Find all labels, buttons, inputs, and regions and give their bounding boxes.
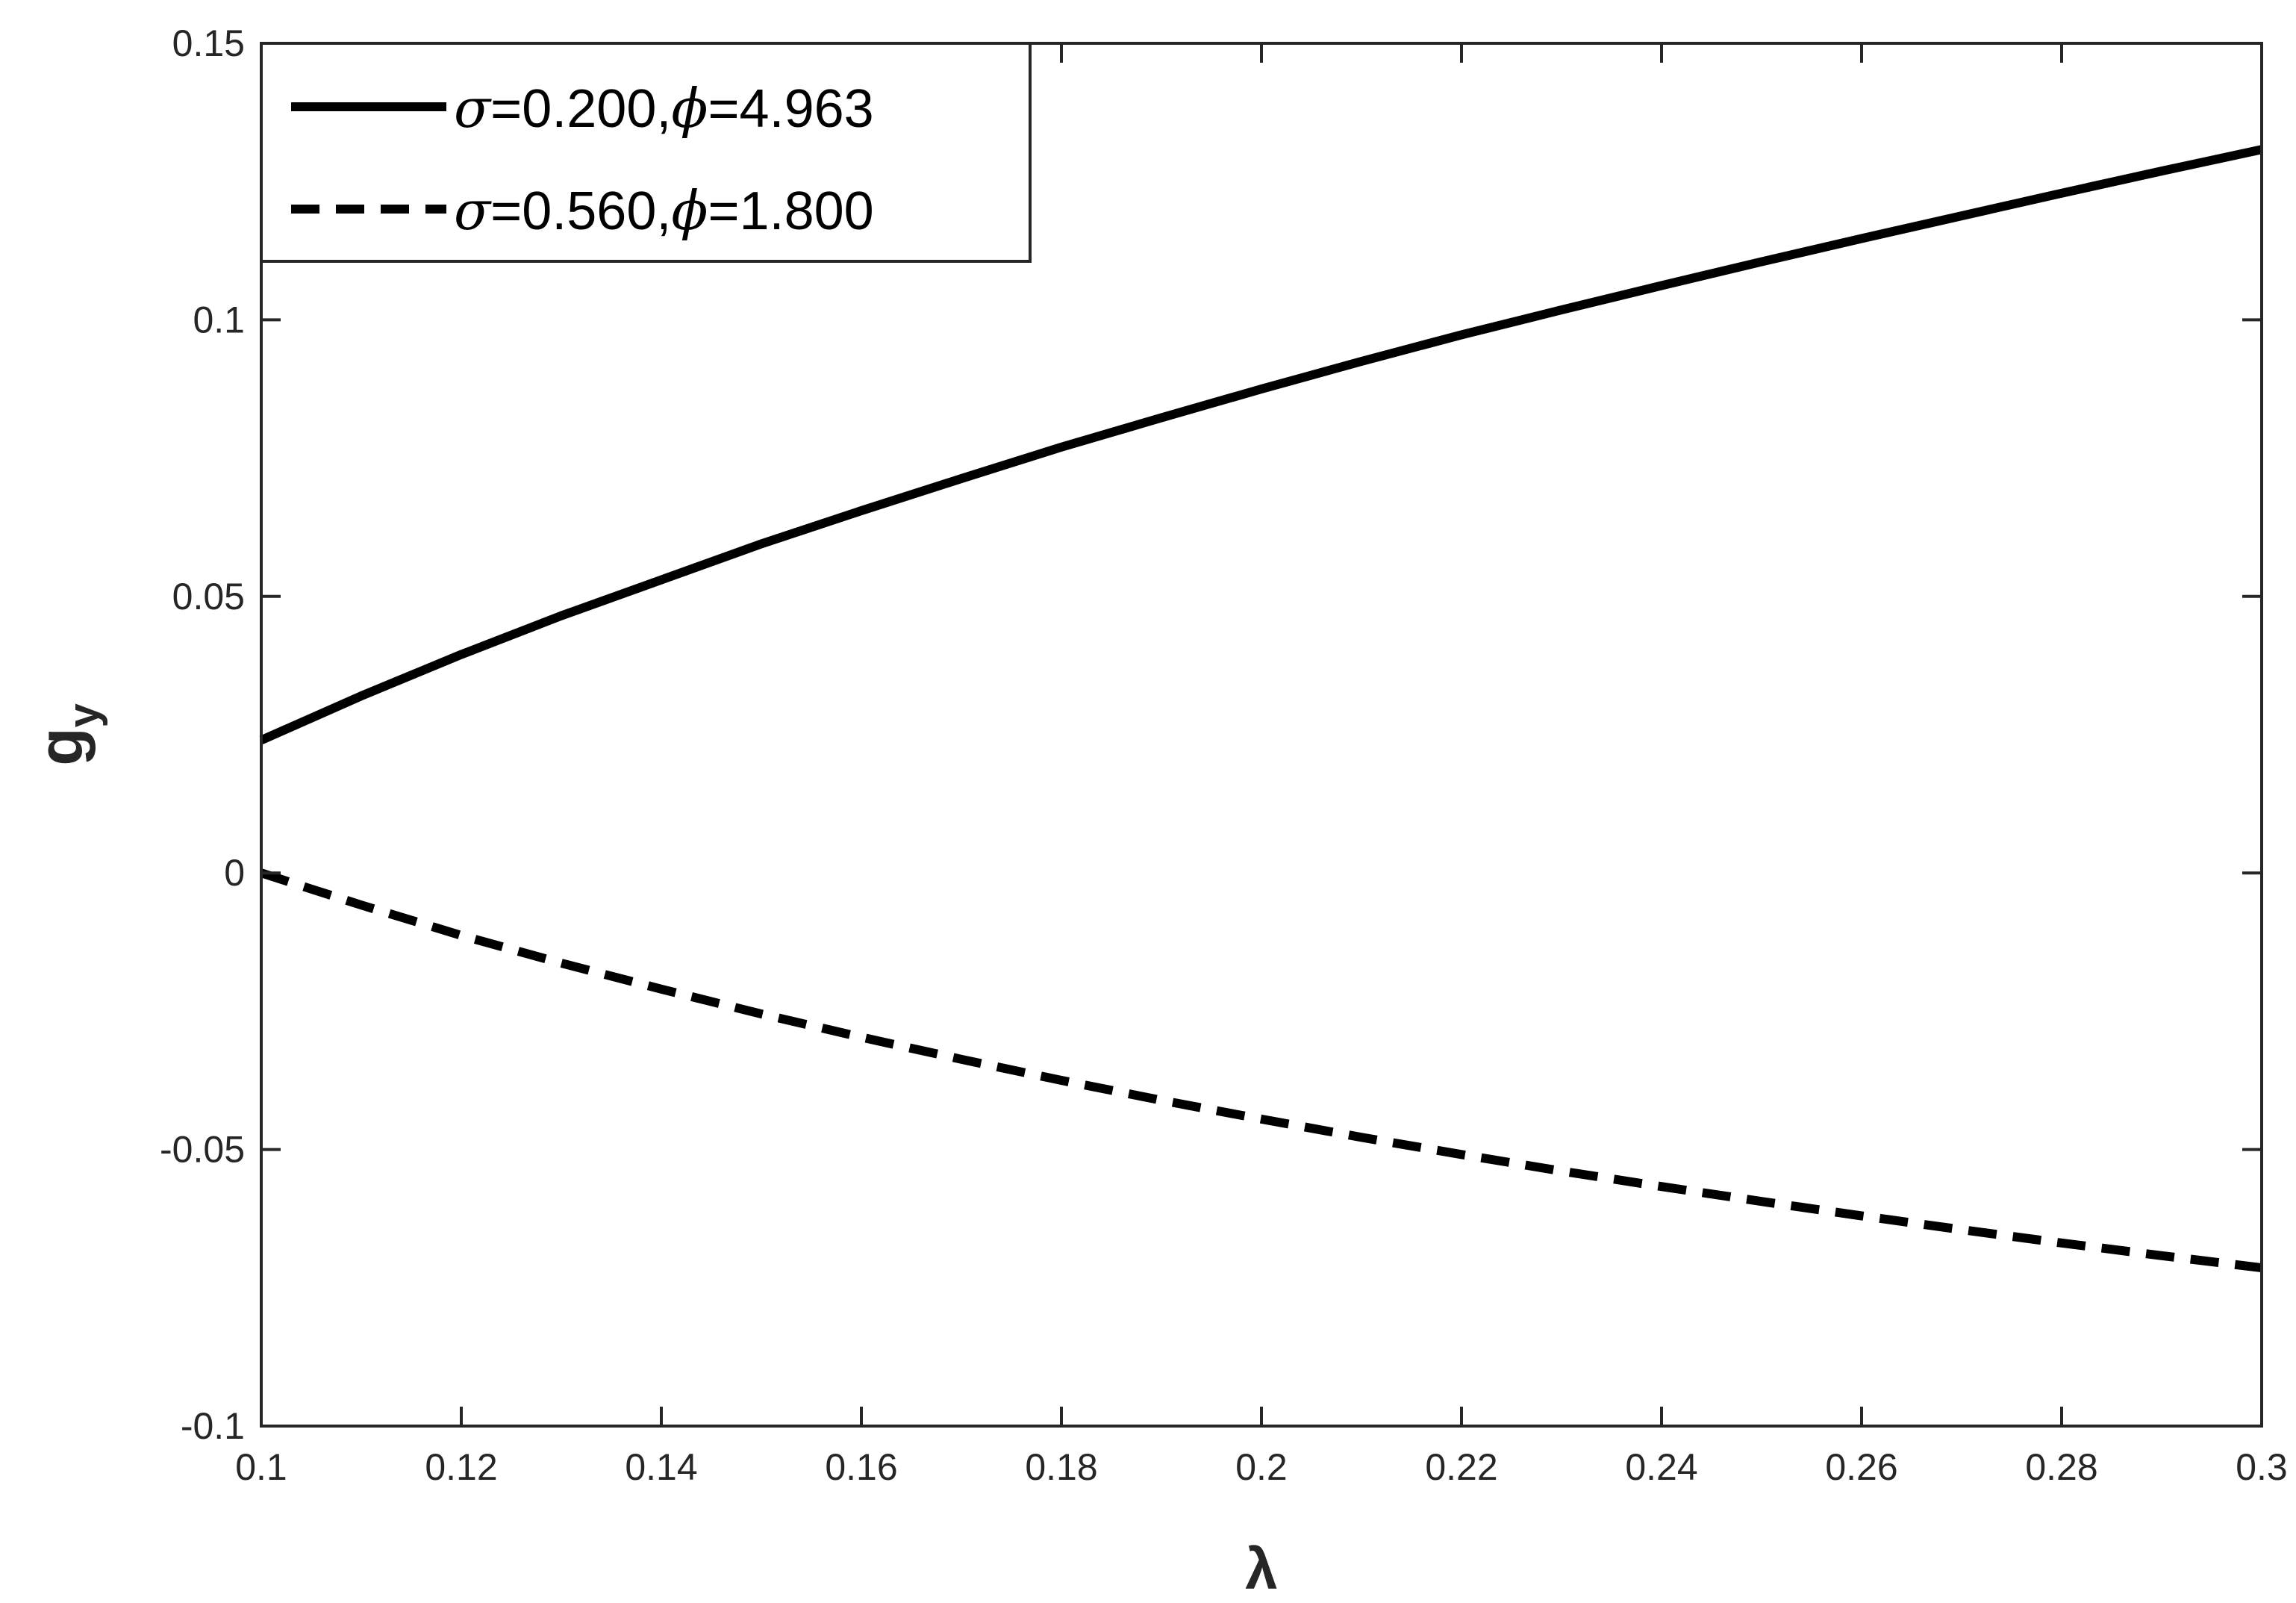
x-tick-label: 0.16	[825, 1446, 897, 1488]
y-tick-label: 0	[224, 852, 245, 894]
x-tick-label: 0.18	[1025, 1446, 1097, 1488]
x-tick-label: 0.14	[625, 1446, 697, 1488]
x-tick-label: 0.3	[2236, 1446, 2288, 1488]
legend-sigma-symbol-2: σ	[454, 179, 492, 242]
y-tick-label: 0.05	[172, 576, 245, 617]
x-tick-label: 0.26	[1825, 1446, 1897, 1488]
series-layer	[259, 145, 2263, 1273]
y-tick-label: -0.1	[181, 1405, 245, 1447]
x-tick-label: 0.2	[1235, 1446, 1288, 1488]
y-axis-label-subscript: y	[60, 703, 108, 727]
series-line-2	[260, 868, 2262, 1273]
legend-label-series-1: σ=0.200,ϕ=4.963	[454, 77, 874, 140]
legend-phi-symbol-2: ϕ	[671, 179, 708, 242]
y-axis-label: gy	[25, 703, 108, 766]
legend-sigma-symbol-1: σ	[454, 77, 492, 140]
legend: σ=0.200,ϕ=4.963 σ=0.560,ϕ=1.800	[260, 42, 1032, 263]
y-axis-label-main: g	[25, 727, 96, 765]
x-tick-labels: 0.1 0.12 0.14 0.16 0.18 0.2 0.22 0.24 0.26 0.28 0.…	[235, 1446, 2288, 1488]
x-tick-label: 0.28	[2025, 1446, 2097, 1488]
y-tick-label: -0.05	[160, 1129, 245, 1171]
y-tick-labels: -0.1 -0.05 0 0.05 0.1 0.15	[160, 22, 245, 1447]
x-tick-label: 0.1	[235, 1446, 287, 1488]
y-tick-label: 0.1	[193, 299, 245, 340]
x-tick-label: 0.22	[1425, 1446, 1497, 1488]
legend-label-series-2: σ=0.560,ϕ=1.800	[454, 179, 874, 242]
y-tick-label: 0.15	[172, 22, 245, 64]
x-tick-label: 0.24	[1625, 1446, 1697, 1488]
svg-text:gy: gy	[25, 703, 108, 766]
x-tick-label: 0.12	[425, 1446, 497, 1488]
legend-phi-symbol-1: ϕ	[671, 77, 708, 140]
legend-box	[260, 42, 1032, 263]
x-axis-label: λ	[1245, 1536, 1277, 1602]
series-line-1	[259, 145, 2263, 744]
